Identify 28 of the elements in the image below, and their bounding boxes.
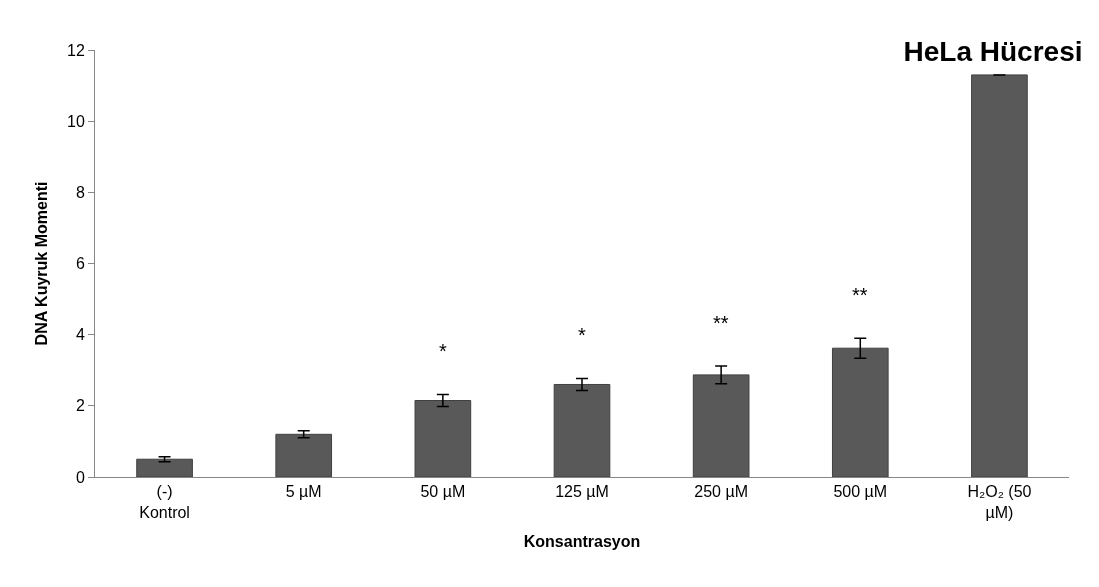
y-tick-label: 12: [67, 41, 85, 59]
bar: [553, 383, 611, 477]
y-axis-title: DNA Kuyruk Momenti: [32, 181, 50, 346]
data-label: *: [578, 324, 586, 346]
bar: [831, 347, 889, 477]
y-tick-label: 4: [75, 326, 85, 344]
y-tick-label: 10: [67, 112, 85, 130]
y-tick-label: 6: [75, 255, 85, 273]
data-label: *: [439, 340, 447, 362]
bar: [692, 374, 750, 477]
y-tick-label: 2: [75, 397, 85, 415]
chart-title: HeLa Hücresi: [903, 35, 1083, 67]
bar: [414, 400, 472, 477]
x-tick-label: 500 µM: [833, 483, 888, 501]
data-label: **: [713, 312, 729, 334]
x-tick-label: 5 µM: [285, 483, 322, 501]
x-tick-label: H₂O₂ (50 µM): [967, 483, 1032, 521]
bar: [275, 433, 333, 477]
y-tick-label: 8: [75, 183, 85, 201]
x-tick-label: 50 µM: [420, 483, 466, 501]
y-tick-label: 0: [75, 468, 85, 486]
x-tick-label: 125 µM: [555, 483, 609, 501]
x-axis-title: Konsantrasyon: [523, 532, 641, 550]
bar: [971, 74, 1028, 477]
data-label: **: [852, 284, 868, 306]
x-tick-label: (-) Kontrol: [139, 483, 190, 521]
bar: [136, 458, 193, 477]
x-tick-label: 250 µM: [694, 483, 748, 501]
